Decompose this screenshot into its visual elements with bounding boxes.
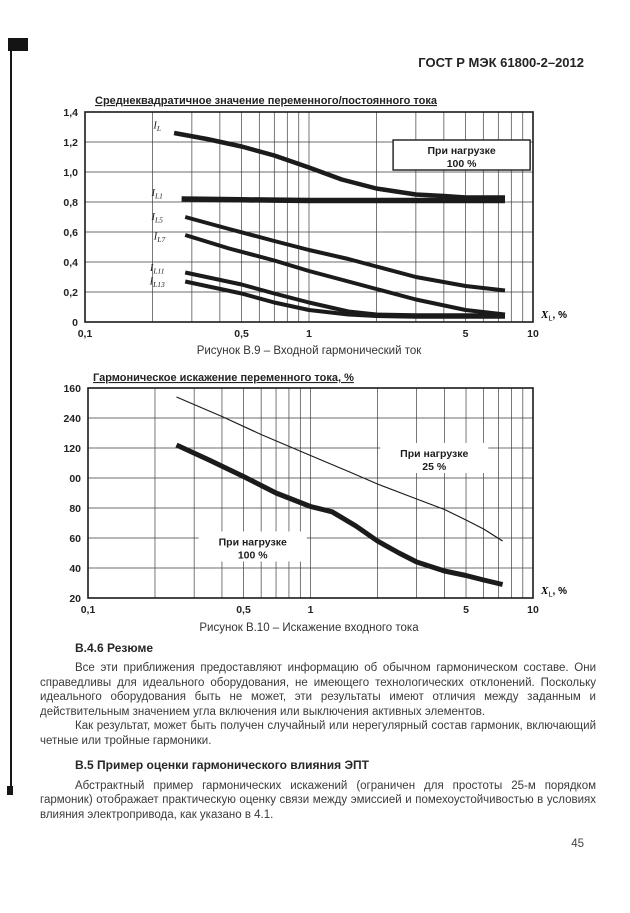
x-tick-label: 0,5 bbox=[234, 328, 249, 340]
y-tick-label: 1,0 bbox=[63, 167, 78, 179]
figure-b9-caption: Рисунок В.9 – Входной гармонический ток bbox=[196, 345, 422, 357]
plot-border bbox=[87, 387, 534, 599]
y-tick-label: 20 bbox=[69, 593, 81, 605]
section-b5-heading: В.5 Пример оценки гармонического влияния… bbox=[75, 757, 369, 772]
x-tick-label: 10 bbox=[527, 328, 539, 340]
y-tick-label: 40 bbox=[69, 563, 81, 575]
annotation-box bbox=[392, 139, 531, 171]
x-tick-label: 0,5 bbox=[236, 604, 251, 616]
figure-b9-chart: Среднеквадратичное значение переменного/… bbox=[63, 95, 567, 340]
y-tick-label: 00 bbox=[69, 473, 81, 485]
series-load100 bbox=[175, 442, 504, 587]
series-label-IL11: IL11 bbox=[149, 263, 165, 276]
x-tick-label: 1 bbox=[308, 604, 314, 616]
x-tick-label: 0,1 bbox=[78, 328, 93, 340]
annotation: При нагрузке 100 % bbox=[219, 537, 287, 562]
x-axis-label: XL, % bbox=[540, 585, 567, 599]
series-label-IL1: IL1 bbox=[150, 188, 162, 201]
x-tick-label: 5 bbox=[463, 604, 469, 616]
annotation-box bbox=[380, 443, 489, 473]
section-b46-heading: В.4.6 Резюме bbox=[75, 641, 153, 655]
series-IL5 bbox=[184, 215, 506, 293]
plot-border bbox=[84, 111, 534, 323]
x-tick-label: 0,1 bbox=[81, 604, 96, 616]
scan-artifact-box bbox=[8, 38, 28, 51]
document-header: ГОСТ Р МЭК 61800-2–2012 bbox=[418, 55, 584, 70]
figure-b10-caption: Рисунок В.10 – Искажение входного тока bbox=[199, 622, 419, 634]
x-tick-label: 5 bbox=[463, 328, 469, 340]
annotation-box bbox=[198, 531, 307, 562]
section-b5-para1: Абстрактный пример гармонических искажен… bbox=[40, 779, 596, 821]
annotation: При нагрузке 25 % bbox=[400, 448, 468, 473]
y-tick-label: 0,8 bbox=[63, 197, 78, 209]
series-IL7 bbox=[184, 233, 506, 317]
y-tick-label: 80 bbox=[69, 503, 81, 515]
body-text: В.4.6 Резюме Все эти приближения предост… bbox=[40, 641, 596, 822]
series-label-IL5: IL5 bbox=[150, 212, 163, 225]
series-IL bbox=[173, 130, 505, 200]
y-tick-label: 0,2 bbox=[63, 287, 78, 299]
scan-artifact-line bbox=[10, 51, 12, 789]
y-tick-label: 1,2 bbox=[63, 137, 78, 149]
series-label-IL: IL bbox=[152, 121, 161, 134]
y-tick-label: 0 bbox=[72, 317, 78, 329]
chart-title: Гармоническое искажение переменного тока… bbox=[93, 372, 354, 384]
x-tick-label: 10 bbox=[527, 604, 539, 616]
y-tick-label: 240 bbox=[63, 413, 81, 425]
section-b46-para2: Как результат, может быть получен случай… bbox=[40, 720, 596, 747]
series-load25 bbox=[176, 396, 503, 542]
figure-b10-chart: Гармоническое искажение переменного тока… bbox=[63, 372, 567, 616]
section-b46-para1: Все эти приближения предоставляют информ… bbox=[40, 662, 596, 718]
series-IL1 bbox=[181, 196, 505, 204]
y-tick-label: 120 bbox=[63, 443, 81, 455]
y-tick-label: 60 bbox=[69, 533, 81, 545]
x-axis-label: XL, % bbox=[540, 309, 567, 323]
series-label-IL7: IL7 bbox=[153, 232, 166, 245]
y-tick-label: 1,4 bbox=[63, 107, 78, 119]
page-number: 45 bbox=[571, 838, 584, 850]
x-tick-label: 1 bbox=[306, 328, 312, 340]
chart-title: Среднеквадратичное значение переменного/… bbox=[95, 95, 438, 107]
y-tick-label: 0,4 bbox=[63, 257, 78, 269]
series-label-IL13: IL13 bbox=[149, 277, 165, 290]
y-tick-label: 160 bbox=[63, 383, 81, 395]
y-tick-label: 0,6 bbox=[63, 227, 78, 239]
scan-artifact-tick bbox=[7, 786, 13, 795]
annotation: При нагрузке 100 % bbox=[428, 145, 496, 170]
series-IL13 bbox=[184, 279, 505, 319]
